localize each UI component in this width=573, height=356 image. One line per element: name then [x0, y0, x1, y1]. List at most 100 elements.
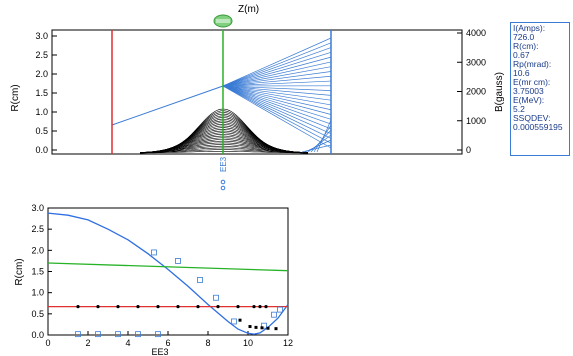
- param-ssqdev-value: 0.000559195: [513, 122, 563, 132]
- radius-vs-current-plot: 3.0 2.5 2.0 1.5 1.0 0.5 0.0 0 2 4 6 8 10 12 R(cm) EE…: [14, 203, 293, 356]
- beam-rays: [111, 37, 332, 153]
- param-rp-label: Rp(mrad):: [513, 59, 552, 69]
- envelope-curve: [139, 147, 309, 154]
- envelope-curve: [139, 113, 309, 154]
- reflected-ray: [310, 129, 332, 153]
- x-tick-label: 12: [283, 338, 293, 348]
- measurement-dot: [176, 305, 180, 309]
- param-current-value: 726.0: [513, 32, 535, 42]
- left-tick-label: 2.5: [35, 50, 48, 60]
- y-tick-label: 0.0: [31, 330, 44, 340]
- beam-parameters-panel: I(Amps): 726.0 R(cm): 0.67 Rp(mrad): 10.…: [510, 22, 570, 156]
- measurement-dot: [264, 305, 268, 309]
- fit-point: [248, 325, 252, 329]
- fan-ray: [222, 85, 332, 125]
- bottom-x-label: EE3: [151, 347, 168, 356]
- measurement-dot: [196, 305, 200, 309]
- fan-ray: [222, 85, 332, 120]
- y-tick-label: 2.5: [31, 224, 44, 234]
- right-tick-label: 0: [466, 145, 471, 155]
- fan-ray: [222, 85, 332, 130]
- fan-ray: [222, 85, 332, 139]
- fit-point: [254, 325, 258, 329]
- open-square-marker: [213, 294, 219, 301]
- open-square-marker: [75, 331, 81, 338]
- measurement-dot: [258, 305, 262, 309]
- measurement-dot: [96, 305, 100, 309]
- param-rp-value: 10.6: [513, 68, 530, 78]
- measurement-dot: [116, 305, 120, 309]
- y-tick-label: 3.0: [31, 203, 44, 213]
- reflected-ray: [313, 124, 332, 153]
- envelope-curve: [139, 123, 309, 153]
- param-energy-value: 5.2: [513, 104, 525, 114]
- marker-label: EE3: [219, 156, 228, 172]
- measurement-dot: [76, 305, 80, 309]
- fan-ray: [222, 85, 332, 101]
- beam-envelope-plot: Z(m) 3.0 2.5 2.0 1.5 1.0 0.5 0.0 4000 3000 2000 1…: [10, 4, 505, 191]
- left-axis-ticks: 3.0 2.5 2.0 1.5 1.0 0.5 0.0: [35, 31, 57, 155]
- fit-point: [260, 326, 264, 330]
- series-line-0: [47, 212, 289, 335]
- fan-ray: [222, 52, 332, 87]
- param-ssqdev-label: SSQDEV:: [513, 113, 551, 123]
- fan-ray: [222, 75, 332, 87]
- fan-ray: [222, 85, 332, 144]
- right-axis-ticks: 4000 3000 2000 1000 0: [457, 28, 486, 155]
- fan-ray: [222, 85, 332, 134]
- marker-dot-2: [220, 185, 226, 191]
- fan-ray: [222, 80, 332, 87]
- param-emittance-label: E(mr cm):: [513, 77, 551, 87]
- envelope-curve: [139, 110, 309, 154]
- left-tick-label: 2.0: [35, 69, 48, 79]
- fan-ray: [222, 61, 332, 87]
- open-square-marker: [115, 331, 121, 338]
- incoming-ray: [111, 85, 224, 126]
- right-tick-label: 4000: [466, 28, 486, 38]
- fit-point: [274, 327, 278, 331]
- x-tick-label: 0: [45, 338, 50, 348]
- open-square-marker: [155, 331, 161, 338]
- param-current-label: I(Amps):: [513, 23, 546, 33]
- envelope-curve: [139, 127, 309, 153]
- fan-ray: [222, 42, 332, 87]
- lens-icon[interactable]: [213, 14, 233, 28]
- fan-ray: [222, 85, 332, 106]
- left-tick-label: 0.0: [35, 145, 48, 155]
- fan-ray: [222, 66, 332, 87]
- fit-point: [266, 326, 270, 330]
- bottom-x-ticks: 0 2 4 6 8 10 12: [45, 331, 293, 348]
- open-square-marker: [271, 311, 277, 318]
- magnetic-field-envelope: [139, 108, 309, 154]
- measurement-dot: [252, 305, 256, 309]
- bottom-series: [47, 212, 289, 335]
- open-square-marker: [151, 249, 157, 256]
- y-tick-label: 1.0: [31, 288, 44, 298]
- bottom-plot-frame: [47, 207, 289, 336]
- fan-ray: [222, 85, 332, 111]
- open-square-marker: [135, 331, 141, 338]
- left-tick-label: 0.5: [35, 126, 48, 136]
- right-tick-label: 2000: [466, 87, 486, 97]
- left-tick-label: 3.0: [35, 31, 48, 41]
- open-square-marker: [277, 306, 283, 313]
- envelope-curve: [140, 149, 308, 154]
- y-tick-label: 2.0: [31, 245, 44, 255]
- envelope-curve: [140, 151, 308, 154]
- y-tick-label: 1.5: [31, 267, 44, 277]
- left-axis-label: R(cm): [10, 84, 21, 111]
- param-radius-value: 0.67: [513, 50, 530, 60]
- open-square-marker: [261, 322, 267, 329]
- y-tick-label: 0.5: [31, 309, 44, 319]
- fan-ray: [222, 56, 332, 87]
- fan-ray: [222, 71, 332, 87]
- fan-ray: [222, 85, 332, 149]
- fan-ray: [222, 47, 332, 87]
- measurement-dot: [136, 305, 140, 309]
- z-axis-title: Z(m): [238, 4, 259, 15]
- fan-ray: [222, 85, 332, 115]
- fit-point: [238, 318, 242, 322]
- fan-ray: [222, 85, 332, 91]
- param-emittance-value: 3.75003: [513, 86, 544, 96]
- left-tick-label: 1.5: [35, 88, 48, 98]
